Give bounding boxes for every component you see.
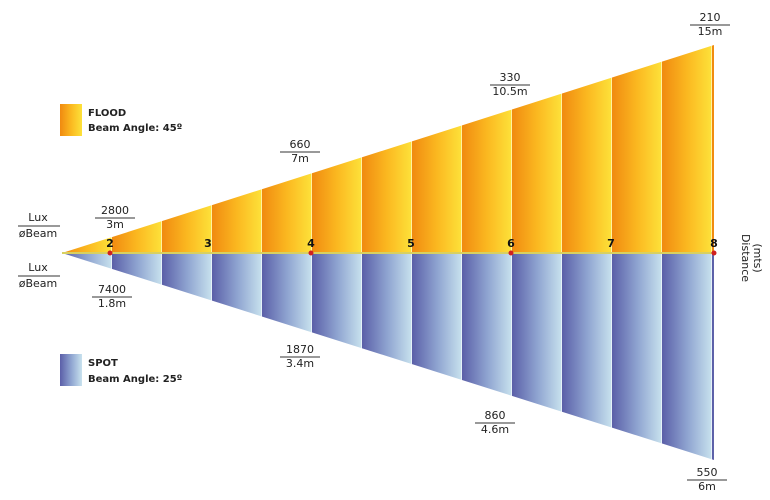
beam-label: øBeam [19, 277, 58, 290]
lux-value: 1870 [286, 343, 314, 356]
beam-value: 1.8m [98, 297, 126, 310]
beam-value: 3.4m [286, 357, 314, 370]
distance-tick: 7 [607, 237, 615, 250]
spot-angle: Beam Angle: 25º [88, 374, 183, 385]
lux-value: 2800 [101, 204, 129, 217]
lux-label: Lux [28, 261, 48, 274]
distance-title-text: Distance [739, 234, 752, 282]
beam-value: 15m [698, 25, 723, 38]
flood-name: FLOOD [88, 108, 126, 119]
beam-value: 7m [291, 152, 309, 165]
spot-name: SPOT [88, 358, 118, 369]
distance-tick: 3 [204, 237, 212, 250]
beam-value: 4.6m [481, 423, 509, 436]
flood-angle: Beam Angle: 45º [88, 123, 183, 134]
distance-title: Distance (mts) [739, 234, 764, 282]
lux-label: Lux [28, 211, 48, 224]
lux-value: 550 [697, 466, 718, 479]
beam-label: øBeam [19, 227, 58, 240]
distance-tick: 5 [407, 237, 415, 250]
distance-tick: 6 [507, 237, 515, 250]
beam-value: 3m [106, 218, 124, 231]
distance-tick: 2 [106, 237, 114, 250]
distance-tick: 4 [307, 237, 315, 250]
axis-dots [107, 250, 717, 256]
lux-value: 330 [500, 71, 521, 84]
spot-cone [62, 253, 714, 460]
beam-value: 10.5m [492, 85, 527, 98]
lux-value: 860 [485, 409, 506, 422]
distance-ticks: 2 3 4 5 6 7 8 [106, 237, 718, 250]
flood-cone [62, 45, 714, 253]
lux-value: 210 [700, 11, 721, 24]
distance-unit: (mts) [751, 243, 764, 272]
lux-value: 660 [290, 138, 311, 151]
beam-value: 6m [698, 480, 716, 493]
flood-swatch [60, 104, 82, 136]
lux-value: 7400 [98, 283, 126, 296]
distance-tick: 8 [710, 237, 718, 250]
spot-swatch [60, 354, 82, 386]
